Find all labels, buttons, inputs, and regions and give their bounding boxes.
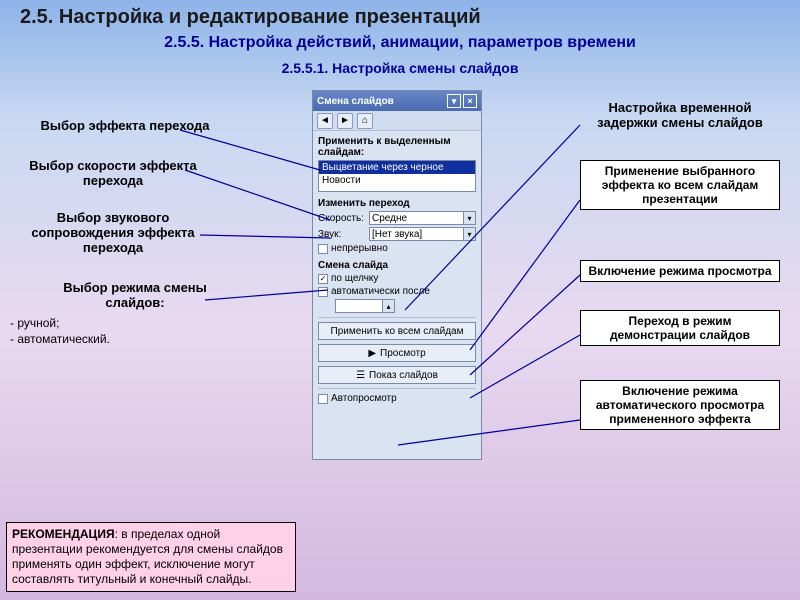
sound-select[interactable]: [Нет звука] ▾ <box>369 227 476 241</box>
label-delay: Настройка временной задержки смены слайд… <box>580 100 780 130</box>
label-effect: Выбор эффекта перехода <box>30 118 220 133</box>
click-label: по щелчку <box>331 273 378 284</box>
spinner-icon[interactable]: ▴ <box>382 300 394 312</box>
speed-select[interactable]: Средне ▾ <box>369 211 476 225</box>
list-item[interactable]: Выцветание через черное <box>319 161 475 174</box>
label-mode: Выбор режима смены слайдов: <box>40 280 230 310</box>
pane-titlebar: Смена слайдов ▾ × <box>313 91 481 111</box>
heading-sub2: 2.5.5.1. Настройка смены слайдов <box>0 60 800 76</box>
recommendation-box: РЕКОМЕНДАЦИЯ: в пределах одной презентац… <box>6 522 296 592</box>
box-slideshow-mode: Переход в режим демонстрации слайдов <box>580 310 780 346</box>
close-icon[interactable]: × <box>463 94 477 108</box>
dropdown-icon[interactable]: ▾ <box>447 94 461 108</box>
repeat-checkbox[interactable] <box>318 244 328 254</box>
section-change-heading: Изменить переход <box>318 198 476 209</box>
box-preview-mode: Включение режима просмотра <box>580 260 780 282</box>
preview-button[interactable]: ▶Просмотр <box>318 344 476 362</box>
box-autopreview: Включение режима автоматического просмот… <box>580 380 780 430</box>
speed-label: Скорость: <box>318 213 366 224</box>
section-apply-heading: Применить к выделенным слайдам: <box>318 136 476 158</box>
repeat-label: непрерывно <box>331 243 388 254</box>
delay-spin[interactable]: ▴ <box>335 299 395 313</box>
apply-all-button[interactable]: Применить ко всем слайдам <box>318 322 476 340</box>
pane-title-text: Смена слайдов <box>317 96 394 107</box>
box-apply-all: Применение выбранного эффекта ко всем сл… <box>580 160 780 210</box>
home-icon[interactable]: ⌂ <box>357 113 373 129</box>
speed-value: Средне <box>372 213 407 224</box>
heading-main: 2.5. Настройка и редактирование презента… <box>20 6 790 29</box>
auto-checkbox[interactable] <box>318 287 328 297</box>
label-mode-a: - ручной; <box>10 316 200 330</box>
click-checkbox[interactable]: ✓ <box>318 274 328 284</box>
autoview-label: Автопросмотр <box>331 393 397 404</box>
sound-label: Звук: <box>318 229 366 240</box>
section-mode-heading: Смена слайда <box>318 260 476 271</box>
back-icon[interactable]: ◄ <box>317 113 333 129</box>
auto-label: автоматически после <box>331 286 430 297</box>
transition-list[interactable]: Выцветание через черное Новости <box>318 160 476 192</box>
slideshow-button-label: Показ слайдов <box>369 370 438 381</box>
chevron-down-icon[interactable]: ▾ <box>463 212 475 224</box>
list-item[interactable]: Новости <box>319 174 475 187</box>
task-pane: Смена слайдов ▾ × ◄ ► ⌂ Применить к выде… <box>312 90 482 460</box>
recommendation-label: РЕКОМЕНДАЦИЯ <box>12 527 115 541</box>
forward-icon[interactable]: ► <box>337 113 353 129</box>
label-mode-b: - автоматический. <box>10 332 200 346</box>
slideshow-button[interactable]: ☰Показ слайдов <box>318 366 476 384</box>
sound-value: [Нет звука] <box>372 229 422 240</box>
pane-toolbar: ◄ ► ⌂ <box>313 111 481 131</box>
preview-button-label: Просмотр <box>380 348 426 359</box>
autoview-checkbox[interactable] <box>318 394 328 404</box>
label-sound: Выбор звукового сопровождения эффекта пе… <box>18 210 208 255</box>
label-speed: Выбор скорости эффекта перехода <box>18 158 208 188</box>
chevron-down-icon[interactable]: ▾ <box>463 228 475 240</box>
heading-sub: 2.5.5. Настройка действий, анимации, пар… <box>0 34 800 52</box>
